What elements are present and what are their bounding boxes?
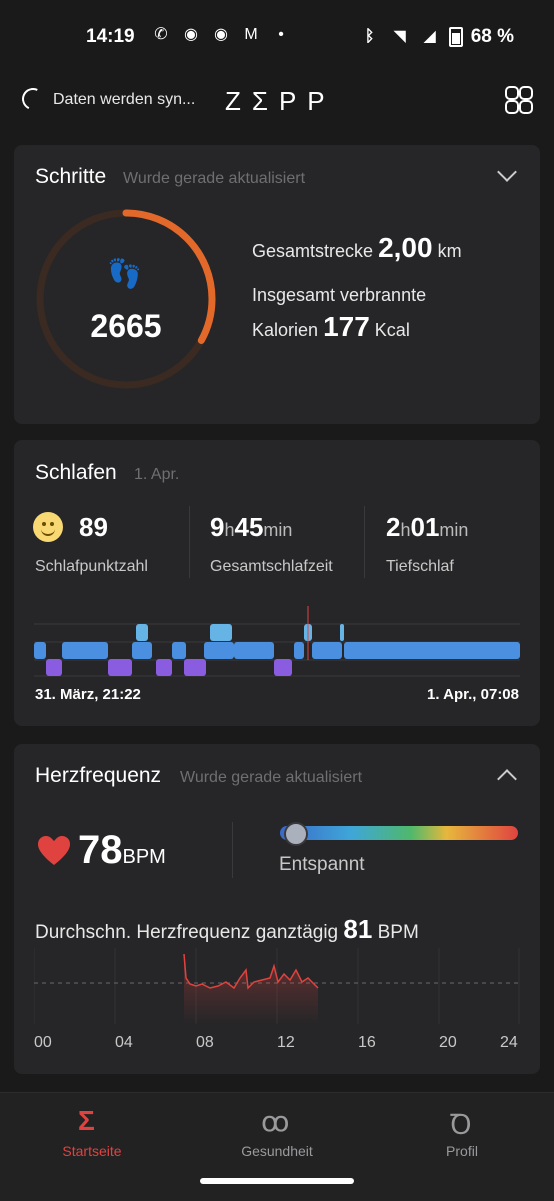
sync-status: Daten werden syn... (53, 91, 196, 108)
sleep-end: 1. Apr., 07:08 (427, 686, 519, 703)
distance-row: Gesamtstrecke 2,00 km (252, 232, 462, 264)
avg-hr-row: Durchschn. Herzfrequenz ganztägig 81 BPM (35, 914, 419, 945)
hr-x-tick: 12 (277, 1034, 295, 1051)
sleep-score-label: Schlafpunktzahl (35, 558, 148, 575)
daily-hr-chart (34, 948, 520, 1024)
heart-icon (38, 836, 70, 865)
signal-icon: ◢ (423, 28, 436, 45)
divider (364, 506, 365, 578)
heart-rate-card[interactable]: Herzfrequenz Wurde gerade aktualisiert 7… (14, 744, 540, 1074)
notification-icons: ✆ ◉ ◉ M • (150, 26, 292, 44)
avg-hr-label: Durchschn. Herzfrequenz ganztägig (35, 922, 339, 943)
calories-row: Kalorien 177 Kcal (252, 311, 410, 343)
discord-icon: ◉ (184, 26, 198, 43)
bluetooth-icon: ᛒ (364, 28, 375, 45)
minutes-unit: min (263, 520, 293, 540)
hr-x-axis: 00 04 08 12 16 20 24 (34, 1034, 520, 1054)
sleep-stages-chart (34, 606, 520, 677)
whatsapp-icon: ✆ (154, 26, 168, 43)
deep-sleep-hours: 2 (386, 512, 401, 542)
hr-x-tick: 04 (115, 1034, 133, 1051)
hr-x-tick: 20 (439, 1034, 457, 1051)
calories-label-1: Insgesamt verbrannte (252, 285, 427, 305)
divider (232, 822, 233, 878)
wifi-icon: ◥ (393, 28, 406, 45)
avg-hr-unit: BPM (377, 922, 419, 943)
heart-rate-subtitle: Wurde gerade aktualisiert (180, 769, 363, 786)
status-time: 14:19 (86, 26, 135, 47)
distance-label: Gesamtstrecke (252, 241, 374, 261)
status-bar: 14:19 ✆ ◉ ◉ M • ᛒ ◥ ◢ 68 % (0, 0, 554, 72)
nav-label: Gesundheit (241, 1143, 313, 1159)
zepp-sigma-icon: Σ (78, 1105, 95, 1136)
chevron-down-icon[interactable] (497, 162, 517, 182)
distance-unit: km (437, 241, 462, 261)
battery-percent: 68 % (470, 26, 514, 47)
home-indicator[interactable] (200, 1178, 354, 1184)
hr-zone-indicator (284, 822, 308, 846)
total-sleep-label: Gesamtschlafzeit (210, 558, 333, 575)
apps-grid-icon[interactable] (505, 86, 533, 114)
nav-label: Profil (446, 1143, 478, 1159)
total-sleep: 9h45min (210, 512, 292, 543)
sleep-start: 31. März, 21:22 (35, 686, 141, 703)
calories-value: 177 (323, 311, 370, 342)
app-logo: ZΣPP (225, 86, 336, 116)
total-sleep-minutes: 45 (234, 512, 264, 542)
sleep-card[interactable]: Schlafen 1. Apr. 89 Schlafpunktzahl 9h45… (14, 440, 540, 726)
current-bpm: 78BPM (78, 828, 166, 873)
steps-subtitle: Wurde gerade aktualisiert (123, 170, 306, 187)
calories-unit: Kcal (374, 320, 410, 340)
minutes-unit: min (439, 520, 469, 540)
sync-icon (18, 84, 48, 114)
bpm-unit: BPM (122, 846, 166, 868)
battery-icon (448, 27, 463, 47)
bpm-value: 78 (78, 828, 123, 872)
hr-x-tick: 00 (34, 1034, 52, 1051)
total-sleep-hours: 9 (210, 512, 225, 542)
steps-title: Schritte (35, 165, 107, 188)
bottom-navigation: Σ Startseite ꝏ Gesundheit Ꝺ Profil (0, 1092, 554, 1201)
profile-icon: Ꝺ (450, 1109, 472, 1140)
gmail-icon: M (244, 26, 258, 43)
health-icon: ꝏ (261, 1106, 290, 1137)
footsteps-icon: 👣 (107, 258, 142, 289)
chevron-up-icon[interactable] (497, 769, 517, 789)
hr-x-tick: 24 (500, 1034, 518, 1051)
deep-sleep-label: Tiefschlaf (386, 558, 454, 575)
system-icons: ᛒ ◥ ◢ 68 % (359, 26, 514, 48)
nav-label: Startseite (62, 1143, 122, 1159)
heart-rate-title: Herzfrequenz (35, 764, 162, 787)
steps-count: 2665 (90, 308, 162, 344)
sleep-score: 89 (79, 512, 108, 542)
nav-item-startseite[interactable]: Σ Startseite (0, 1093, 184, 1193)
distance-value: 2,00 (378, 232, 433, 263)
steps-card[interactable]: Schritte Wurde gerade aktualisiert 👣 266… (14, 145, 540, 424)
hr-zone-bar (280, 826, 518, 840)
hours-unit: h (224, 520, 235, 540)
nav-item-profil[interactable]: Ꝺ Profil (370, 1093, 554, 1193)
hours-unit: h (400, 520, 411, 540)
smiley-icon (33, 512, 63, 542)
sleep-title: Schlafen (35, 461, 117, 484)
divider (189, 506, 190, 578)
deep-sleep: 2h01min (386, 512, 468, 543)
calories-label-2: Kalorien (252, 320, 319, 340)
steps-progress-ring (36, 209, 216, 389)
hr-x-tick: 08 (196, 1034, 214, 1051)
hr-zone-label: Entspannt (279, 854, 365, 875)
dot-icon: • (278, 26, 284, 43)
deep-sleep-minutes: 01 (410, 512, 440, 542)
sleep-date: 1. Apr. (134, 466, 180, 483)
hr-x-tick: 16 (358, 1034, 376, 1051)
nav-item-gesundheit[interactable]: ꝏ Gesundheit (185, 1093, 369, 1193)
avg-hr-value: 81 (343, 914, 373, 944)
discord-icon: ◉ (214, 26, 228, 43)
